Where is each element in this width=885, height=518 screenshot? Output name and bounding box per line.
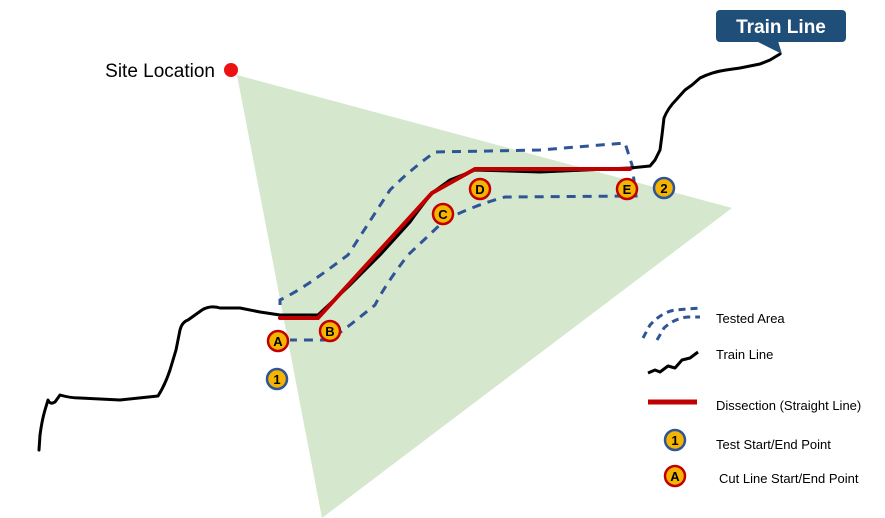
tested-area-outline [278,141,638,342]
cut-point-c: C [431,202,455,226]
test-point-label: 2 [660,181,667,196]
legend-train-line-label: Train Line [716,347,773,362]
cut-point-markers: A B C D E [266,177,639,353]
cut-point-label: D [475,182,484,197]
coverage-area [237,75,732,518]
cut-point-label: C [438,207,448,222]
legend-train-line-swatch [647,350,699,375]
site-location-dot [224,63,238,77]
test-point-marker [652,176,676,200]
test-point-markers: 12 [265,176,676,391]
test-point-1: 1 [265,367,289,391]
test-point-2: 2 [652,176,676,200]
cut-point-a: A [266,329,290,353]
legend-tested-area-swatch [641,306,701,341]
test-point-marker [265,367,289,391]
legend: Tested Area Train Line Dissection (Strai… [641,306,861,488]
legend-cut-point-symbol: A [670,469,680,484]
legend-tested-area-label: Tested Area [716,311,785,326]
cut-point-label: E [623,182,632,197]
cut-point-marker [615,177,639,201]
legend-cut-point-swatch: A [663,464,687,488]
legend-cut-point-label: Cut Line Start/End Point [719,471,859,486]
legend-test-point-swatch: 1 [663,428,687,452]
cut-point-marker [431,202,455,226]
cut-point-e: E [615,177,639,201]
cut-point-b: B [318,319,342,343]
train-line [37,52,782,452]
cut-point-label: A [273,334,283,349]
cut-point-label: B [325,324,334,339]
site-location-label: Site Location [105,61,215,82]
legend-test-point-symbol: 1 [671,433,678,448]
cut-point-d: D [468,177,492,201]
cut-point-marker [318,319,342,343]
dissection-line [278,167,632,320]
test-point-label: 1 [273,372,280,387]
cut-point-marker [266,329,290,353]
cut-point-marker [468,177,492,201]
legend-dissection-label: Dissection (Straight Line) [716,398,861,413]
train-line-callout: Train Line [716,10,846,54]
legend-test-point-label: Test Start/End Point [716,437,831,452]
train-line-callout-label: Train Line [736,17,826,38]
